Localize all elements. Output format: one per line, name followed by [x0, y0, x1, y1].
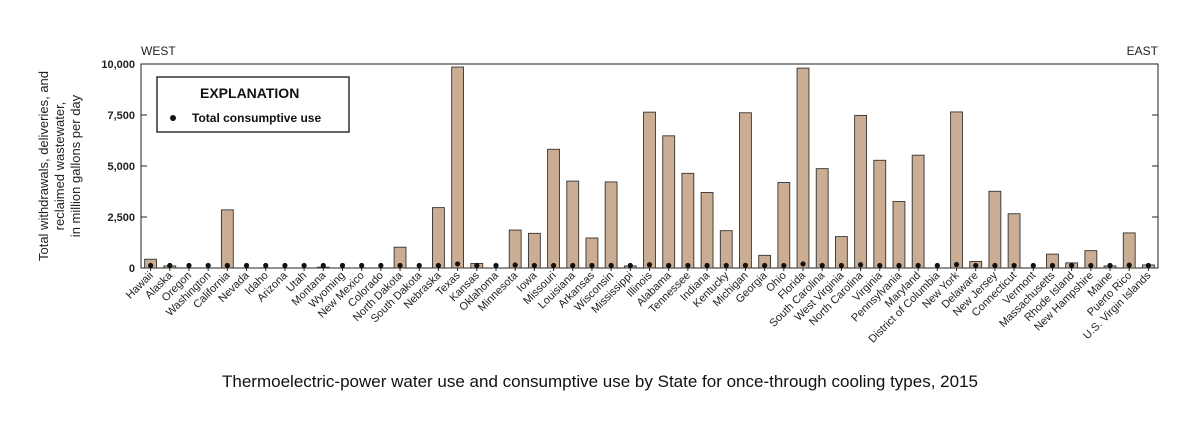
x-axis-categories: HawaiiAlaskaOregonWashingtonCaliforniaNe…	[124, 268, 1154, 346]
consumptive-use-dot	[531, 262, 537, 269]
consumptive-use-dot	[147, 262, 154, 269]
consumptive-use-dot	[512, 262, 518, 268]
legend: EXPLANATION Total consumptive use	[156, 76, 350, 133]
bar	[508, 229, 522, 269]
consumptive-use-dot	[877, 262, 883, 269]
bar	[432, 207, 445, 269]
bar	[220, 209, 234, 269]
y-axis: 0 2,500 5,000 7,500 10,000	[101, 59, 1158, 275]
consumptive-use-dot	[1049, 262, 1056, 269]
legend-dot-marker	[170, 115, 176, 121]
consumptive-use-dot	[973, 262, 979, 269]
consumptive-use-dot	[320, 262, 326, 269]
consumptive-use-dot	[1069, 262, 1075, 269]
legend-item-label: Total consumptive use	[192, 111, 321, 125]
y-axis-label: Total withdrawals, deliveries, and reclai…	[36, 71, 83, 261]
consumptive-use-dot	[1126, 262, 1132, 268]
bar	[451, 66, 465, 269]
consumptive-use-dot	[301, 262, 307, 269]
consumptive-use-dot	[186, 262, 192, 269]
bar	[815, 168, 829, 269]
bar	[1007, 213, 1021, 269]
bar	[873, 159, 887, 269]
consumptive-use-dot	[205, 262, 211, 269]
bar	[950, 111, 963, 269]
bar	[643, 111, 656, 269]
bar	[892, 201, 906, 269]
consumptive-use-dot	[646, 262, 653, 268]
consumptive-use-dot	[397, 262, 403, 269]
consumptive-use-dot	[359, 262, 365, 269]
consumptive-use-dot	[1107, 262, 1113, 269]
bar	[566, 180, 580, 269]
bar	[604, 181, 618, 269]
consumptive-use-dot	[992, 262, 998, 269]
bar	[527, 232, 541, 269]
consumptive-use-dot	[455, 261, 461, 267]
consumptive-use-dot	[339, 262, 346, 269]
bar	[739, 112, 752, 269]
consumptive-use-dot	[589, 262, 595, 269]
y-axis-label-line: Total withdrawals, deliveries, and	[36, 71, 51, 261]
consumptive-use-dot	[781, 262, 787, 269]
consumptive-use-dot	[742, 262, 749, 268]
consumptive-use-dot	[378, 262, 384, 269]
bar	[662, 135, 676, 269]
consumptive-use-dot	[953, 261, 960, 268]
consumptive-use-dot	[1088, 262, 1094, 269]
consumptive-use-dot	[800, 261, 806, 267]
y-tick-label: 10,000	[101, 59, 135, 71]
y-tick-label: 0	[129, 263, 135, 275]
bar	[700, 192, 714, 269]
consumptive-use-dot	[167, 262, 173, 269]
consumptive-use-dot	[435, 262, 442, 269]
consumptive-use-dot	[493, 262, 499, 269]
consumptive-use-dot	[224, 262, 230, 269]
consumptive-use-dot	[627, 262, 633, 269]
consumptive-use-dot	[416, 262, 422, 269]
y-tick-label: 2,500	[107, 212, 135, 224]
bar	[796, 67, 810, 269]
bar	[777, 182, 791, 269]
consumptive-use-dot	[723, 262, 729, 269]
y-axis-label-line: reclaimed wastewater,	[52, 102, 67, 231]
consumptive-use-dot	[896, 262, 902, 269]
east-annotation: EAST	[1127, 44, 1159, 58]
y-axis-label-line: in million gallons per day	[68, 94, 83, 237]
bars	[144, 66, 1155, 269]
consumptive-use-dot	[1030, 262, 1036, 269]
consumptive-use-dot	[685, 262, 691, 269]
consumptive-use-dot	[1145, 262, 1152, 269]
chart-caption: Thermoelectric-power water use and consu…	[222, 372, 978, 391]
y-tick-label: 5,000	[107, 161, 135, 173]
consumptive-use-dot	[819, 262, 825, 269]
legend-title: EXPLANATION	[200, 85, 299, 101]
consumptive-use-dot	[838, 262, 844, 269]
consumptive-use-dot	[550, 262, 557, 269]
consumptive-use-dot	[570, 262, 576, 269]
consumptive-use-dot	[857, 262, 864, 268]
consumptive-use-dot	[915, 262, 921, 269]
bar	[854, 114, 867, 269]
consumptive-use-dot	[934, 262, 940, 269]
consumptive-use-dot	[243, 262, 250, 269]
bar	[719, 230, 733, 269]
consumptive-use-dot	[282, 262, 288, 269]
bar	[681, 172, 695, 269]
consumptive-use-dot	[474, 262, 480, 269]
consumptive-use-dot	[762, 262, 768, 269]
bar	[547, 148, 560, 269]
consumptive-use-dot	[666, 262, 672, 269]
bar	[911, 154, 925, 269]
y-tick-label: 7,500	[107, 110, 135, 122]
consumptive-use-dot	[263, 262, 269, 269]
consumptive-use-markers	[147, 261, 1152, 269]
west-annotation: WEST	[141, 44, 176, 58]
bar	[988, 190, 1002, 269]
legend-box	[156, 76, 350, 133]
consumptive-use-dot	[1011, 262, 1017, 269]
consumptive-use-dot	[608, 262, 614, 269]
consumptive-use-dot	[704, 262, 710, 269]
